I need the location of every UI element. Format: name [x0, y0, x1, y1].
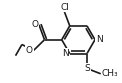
Text: N: N — [96, 35, 103, 44]
Text: S: S — [84, 64, 90, 73]
Text: N: N — [62, 49, 69, 58]
Text: O: O — [31, 20, 38, 29]
Text: CH₃: CH₃ — [102, 69, 119, 78]
Text: O: O — [26, 46, 33, 55]
Text: Cl: Cl — [60, 2, 69, 12]
